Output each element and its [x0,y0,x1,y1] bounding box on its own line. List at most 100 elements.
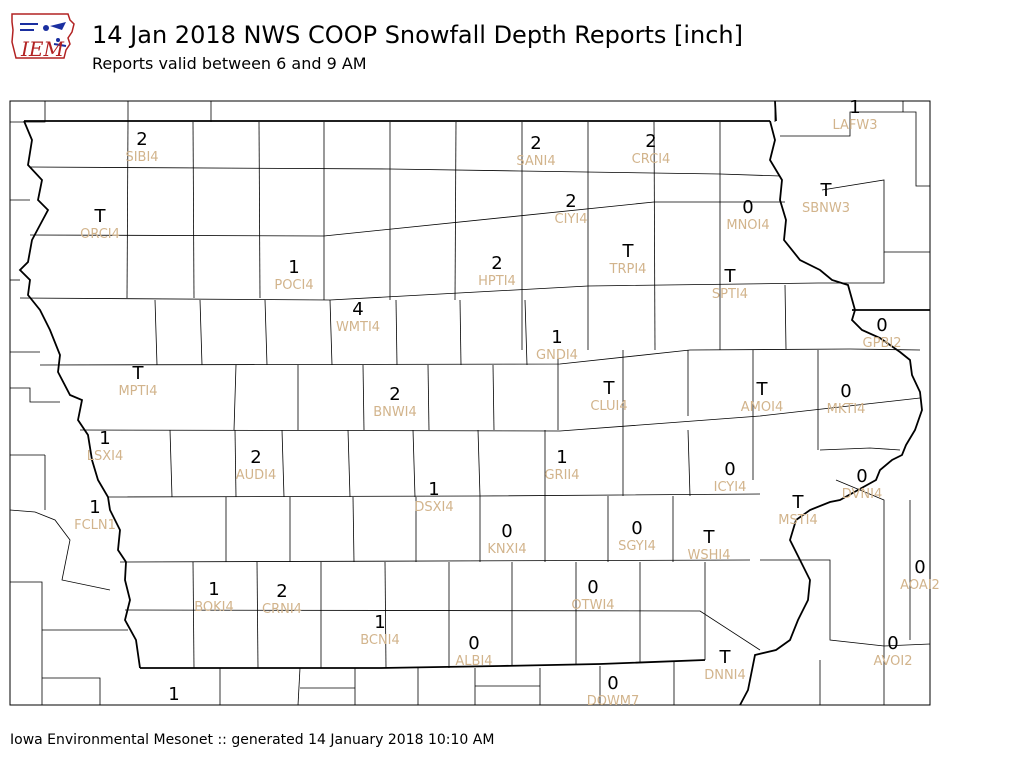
snow-depth-value: 1 [168,684,179,705]
snow-depth-value: 2 [491,253,502,274]
snow-depth-value: 0 [887,633,898,654]
snow-depth-value: 2 [389,384,400,405]
map-frame [9,100,931,706]
station-id-label: AMOI4 [741,400,783,415]
station-id-label: MPTI4 [118,384,157,399]
station-id-label: BCNI4 [360,633,400,648]
station-id-label: WSHI4 [688,548,731,563]
station-id-label: GRII4 [544,468,579,483]
snow-depth-value: T [132,363,145,384]
station-id-label: CLUI4 [590,399,627,414]
station-id-label: ORCI4 [80,227,120,242]
station-report: 1 [168,684,179,705]
station-id-label: GNDI4 [536,348,578,363]
station-id-label: HPTI4 [478,274,516,289]
snow-depth-value: T [622,241,635,262]
station-id-label: CRCI4 [632,152,671,167]
page-subtitle: Reports valid between 6 and 9 AM [92,54,367,73]
snow-depth-value: 0 [876,315,887,336]
station-id-label: TRPI4 [609,262,647,277]
snowfall-map: 2SIBI42SANI42CRCI41LAFW3TORCI42CIYI40MNO… [9,97,940,709]
station-id-label: GPBI2 [863,336,902,351]
snow-depth-value: 1 [208,579,219,600]
snow-depth-value: 0 [607,673,618,694]
snow-depth-value: 1 [556,447,567,468]
snow-depth-value: T [756,379,769,400]
station-id-label: DOWM7 [587,694,640,709]
footer-credit: Iowa Environmental Mesonet :: generated … [10,732,495,748]
county-boundaries [10,101,930,705]
snow-depth-value: 1 [374,612,385,633]
station-id-label: CRNI4 [262,602,302,617]
station-id-label: DSXI4 [414,500,453,515]
logo-text: IEM [21,37,64,61]
snow-depth-value: 0 [856,466,867,487]
station-id-label: AVOI2 [873,654,912,669]
station-id-label: LSXI4 [87,449,124,464]
snow-depth-value: T [719,647,732,668]
snow-depth-value: 2 [565,191,576,212]
snow-depth-value: 2 [250,447,261,468]
station-id-label: FCLN1 [74,518,116,533]
snow-depth-value: 0 [840,381,851,402]
snow-depth-value: T [703,527,716,548]
station-id-label: MKTI4 [827,402,866,417]
snow-depth-value: 0 [631,518,642,539]
snow-depth-value: 2 [276,581,287,602]
snow-depth-value: T [820,180,833,201]
snow-depth-value: 0 [724,459,735,480]
station-reports: 2SIBI42SANI42CRCI41LAFW3TORCI42CIYI40MNO… [74,97,940,709]
station-id-label: AUDI4 [236,468,277,483]
snow-depth-value: 0 [501,521,512,542]
station-id-label: MSTI4 [778,513,818,528]
snow-depth-value: T [724,266,737,287]
station-id-label: AOAI2 [900,578,940,593]
iowa-outline-icon [11,13,75,59]
station-id-label: BNWI4 [373,405,417,420]
snow-depth-value: 2 [530,133,541,154]
page-title: 14 Jan 2018 NWS COOP Snowfall Depth Repo… [92,21,743,49]
station-id-label: SGYI4 [618,539,656,554]
station-id-label: ALBI4 [455,654,492,669]
station-id-label: DNNI4 [704,668,746,683]
snow-depth-value: 0 [468,633,479,654]
snow-depth-value: 1 [288,257,299,278]
station-id-label: DVNI4 [842,487,883,502]
snow-depth-value: T [792,492,805,513]
station-id-label: BOKI4 [194,600,234,615]
snow-depth-value: 1 [89,497,100,518]
station-id-label: SPTI4 [712,287,748,302]
station-id-label: OTWI4 [571,598,614,613]
station-id-label: MNOI4 [726,218,769,233]
station-id-label: LAFW3 [832,118,877,133]
snow-depth-value: 4 [352,299,363,320]
